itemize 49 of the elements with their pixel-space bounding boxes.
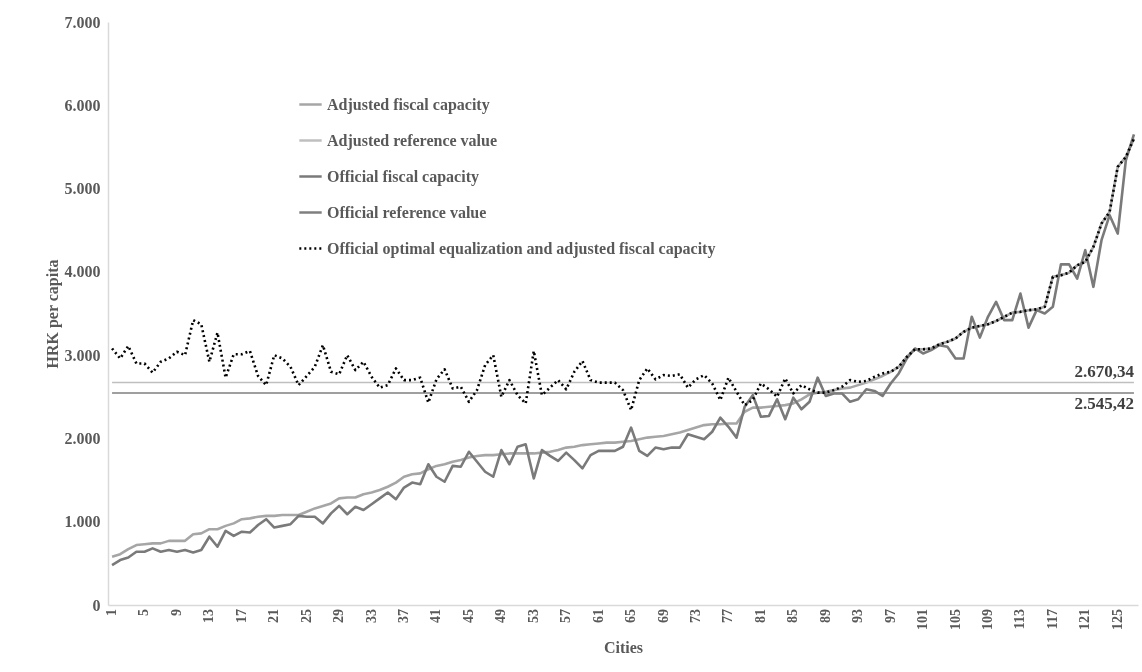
x-tick-label: 97 (882, 609, 898, 623)
x-tick-label: 13 (201, 609, 217, 623)
x-tick-label: 49 (493, 609, 509, 623)
x-tick-label: 61 (590, 609, 606, 623)
x-tick-label: 121 (1077, 609, 1093, 630)
x-tick-label: 41 (428, 609, 444, 623)
x-tick-label: 117 (1044, 609, 1060, 630)
x-tick-label: 109 (979, 609, 995, 630)
x-tick-label: 125 (1109, 609, 1125, 630)
x-tick-label: 25 (298, 609, 314, 623)
x-tick-label: 17 (233, 609, 249, 623)
y-tick-label: 3.000 (64, 346, 101, 364)
x-tick-label: 93 (850, 609, 866, 623)
x-tick-label: 69 (655, 609, 671, 623)
x-tick-label: 53 (525, 609, 541, 623)
x-tick-label: 9 (168, 609, 184, 616)
legend-label: Official reference value (327, 203, 487, 221)
legend-label: Adjusted fiscal capacity (327, 95, 490, 114)
y-tick-label: 7.000 (64, 13, 101, 31)
y-tick-label: 5.000 (64, 180, 101, 198)
x-tick-label: 1 (104, 609, 120, 616)
x-tick-label: 21 (266, 609, 282, 623)
y-tick-label: 2.000 (64, 429, 101, 447)
x-tick-label: 113 (1012, 609, 1028, 630)
x-tick-label: 65 (623, 609, 639, 623)
x-tick-label: 29 (331, 609, 347, 623)
x-tick-label: 57 (558, 609, 574, 623)
y-tick-label: 0 (92, 596, 101, 614)
x-tick-label: 37 (396, 609, 412, 623)
annotation: 2.670,34 (1074, 361, 1135, 381)
x-tick-label: 73 (687, 609, 703, 623)
x-tick-label: 5 (136, 609, 152, 616)
x-tick-label: 85 (785, 609, 801, 623)
y-tick-label: 6.000 (64, 96, 101, 114)
x-tick-label: 101 (915, 609, 931, 630)
x-tick-label: 45 (460, 609, 476, 623)
legend-label: Official fiscal capacity (327, 167, 479, 186)
x-tick-label: 89 (817, 609, 833, 623)
annotation: 2.545,42 (1074, 394, 1134, 413)
x-tick-label: 33 (363, 609, 379, 623)
x-tick-label: 81 (752, 609, 768, 623)
y-tick-label: 4.000 (64, 263, 101, 281)
y-tick-label: 1.000 (64, 513, 101, 531)
legend-label: Official optimal equalization and adjusted fiscal capacity (327, 239, 716, 258)
legend-label: Adjusted reference value (327, 131, 498, 150)
x-tick-label: 105 (947, 609, 963, 630)
y-axis-title: HRK per capita (43, 259, 62, 369)
x-tick-label: 77 (720, 609, 736, 623)
x-axis-title: Cities (603, 638, 644, 656)
